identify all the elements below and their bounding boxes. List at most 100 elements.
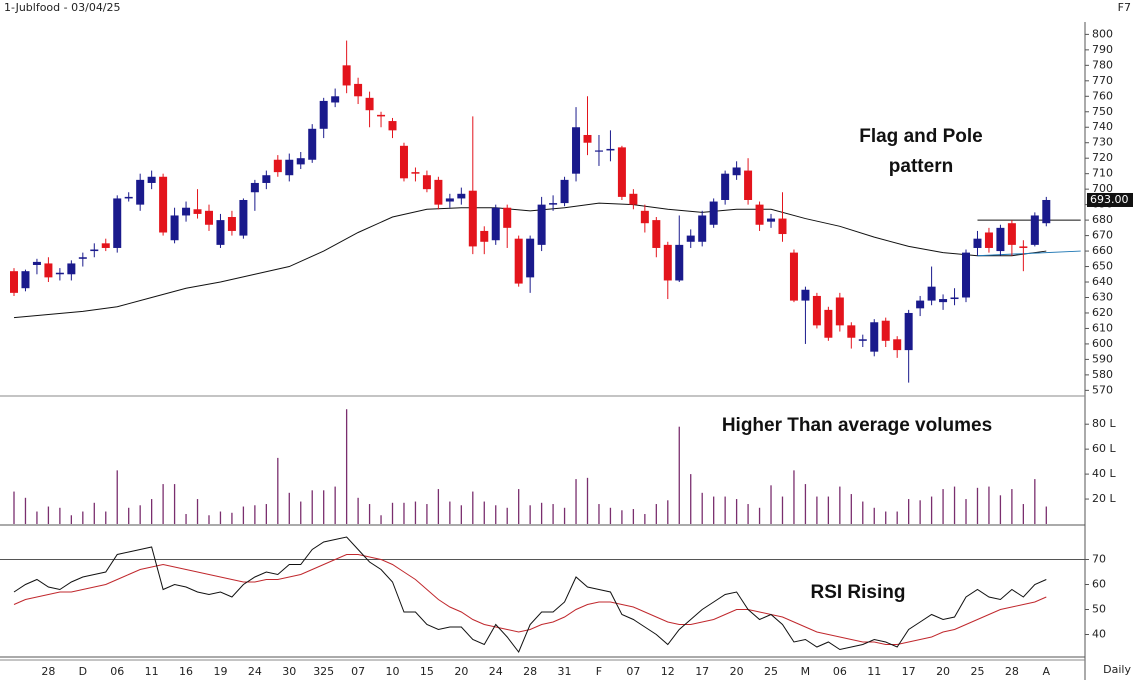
candle-body xyxy=(468,190,477,247)
last-price-box xyxy=(1087,192,1133,207)
candle-body xyxy=(365,97,374,111)
candle-body xyxy=(675,244,684,281)
candle-body xyxy=(721,173,730,200)
moving-average-line xyxy=(13,202,1047,319)
candle-body xyxy=(847,325,856,338)
y-tick-label: 590 xyxy=(1092,352,1113,365)
candle-body xyxy=(10,271,18,293)
candle-body xyxy=(572,127,581,174)
candle-body xyxy=(377,114,386,117)
candle-body xyxy=(1030,215,1039,245)
y-tick-label: 70 xyxy=(1092,553,1106,566)
y-tick-label: 730 xyxy=(1092,136,1113,149)
candle-body xyxy=(583,134,592,143)
x-tick-label: 28 xyxy=(41,665,55,678)
x-tick-label: 10 xyxy=(386,665,400,678)
candle-body xyxy=(273,159,282,173)
candle-body xyxy=(916,300,925,309)
candle-body xyxy=(101,243,110,248)
chart-title: 1-Jublfood - 03/04/25 xyxy=(4,1,121,14)
candle-body xyxy=(984,232,993,248)
x-tick-label: 07 xyxy=(626,665,640,678)
x-tick-label: 17 xyxy=(902,665,916,678)
y-tick-label: 40 xyxy=(1092,628,1106,641)
candle-body xyxy=(893,339,902,351)
candle-body xyxy=(480,230,489,242)
y-tick-label: 790 xyxy=(1092,43,1113,56)
y-tick-label: 780 xyxy=(1092,58,1113,71)
y-tick-label: 740 xyxy=(1092,120,1113,133)
x-tick-label: 30 xyxy=(282,665,296,678)
candle-body xyxy=(250,182,259,193)
candle-body xyxy=(434,179,443,205)
candle-body xyxy=(78,257,87,259)
timeframe-label: Daily xyxy=(1103,663,1131,676)
candle-body xyxy=(342,65,351,86)
y-tick-label: 610 xyxy=(1092,321,1113,334)
candle-body xyxy=(526,238,535,278)
candle-body xyxy=(1019,246,1028,248)
candle-body xyxy=(411,172,420,174)
candle-body xyxy=(927,286,936,301)
x-tick-label: 28 xyxy=(523,665,537,678)
candle-body xyxy=(881,320,890,341)
x-tick-label: 06 xyxy=(110,665,124,678)
candle-body xyxy=(193,209,202,214)
candle-body xyxy=(21,271,30,289)
candle-body xyxy=(996,227,1005,252)
y-tick-label: 620 xyxy=(1092,306,1113,319)
candle-body xyxy=(617,147,626,197)
candle-body xyxy=(227,217,236,231)
candle-body xyxy=(422,175,431,190)
y-tick-label: 600 xyxy=(1092,337,1113,350)
y-tick-label: 720 xyxy=(1092,151,1113,164)
candle-body xyxy=(652,220,661,248)
candle-body xyxy=(113,198,122,248)
y-tick-label: 660 xyxy=(1092,244,1113,257)
x-tick-label: A xyxy=(1043,665,1051,678)
candle-body xyxy=(755,204,764,225)
candle-body xyxy=(594,150,603,152)
rsi-line xyxy=(13,536,1047,653)
x-tick-label: 20 xyxy=(454,665,468,678)
candle-body xyxy=(744,170,753,200)
x-tick-label: D xyxy=(79,665,87,678)
candle-body xyxy=(606,148,615,151)
candle-body xyxy=(663,244,672,281)
candle-body xyxy=(514,238,523,284)
x-tick-label: M xyxy=(801,665,811,678)
y-tick-label: 700 xyxy=(1092,182,1113,195)
candle-body xyxy=(503,207,512,228)
y-tick-label: 670 xyxy=(1092,229,1113,242)
y-tick-label: 650 xyxy=(1092,260,1113,273)
candle-body xyxy=(1007,223,1016,245)
y-tick-label: 570 xyxy=(1092,383,1113,396)
candle-body xyxy=(182,207,191,216)
x-tick-label: 17 xyxy=(695,665,709,678)
candle-body xyxy=(457,193,466,199)
x-tick-label: 11 xyxy=(867,665,881,678)
candle-body xyxy=(824,309,833,338)
trendline xyxy=(977,250,1081,257)
candle-body xyxy=(732,167,741,176)
candle-body xyxy=(491,207,500,241)
candle-body xyxy=(159,176,168,233)
candle-body xyxy=(44,263,53,278)
candle-body xyxy=(904,312,913,351)
candle-body xyxy=(124,196,133,199)
x-tick-label: 20 xyxy=(730,665,744,678)
candle-body xyxy=(331,96,340,103)
candle-body xyxy=(67,263,76,275)
x-tick-label: 16 xyxy=(179,665,193,678)
x-tick-label: 20 xyxy=(936,665,950,678)
annotation: Higher Than average volumes xyxy=(722,415,992,436)
y-tick-label: 770 xyxy=(1092,74,1113,87)
y-tick-label: 760 xyxy=(1092,89,1113,102)
candle-body xyxy=(399,145,408,179)
x-tick-label: 19 xyxy=(213,665,227,678)
y-tick-label: 710 xyxy=(1092,167,1113,180)
candle-body xyxy=(870,322,879,352)
y-tick-label: 750 xyxy=(1092,105,1113,118)
